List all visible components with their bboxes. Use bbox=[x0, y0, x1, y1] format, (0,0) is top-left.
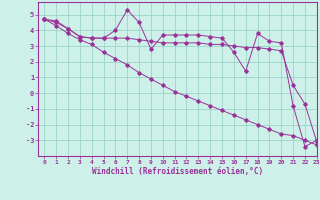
X-axis label: Windchill (Refroidissement éolien,°C): Windchill (Refroidissement éolien,°C) bbox=[92, 167, 263, 176]
